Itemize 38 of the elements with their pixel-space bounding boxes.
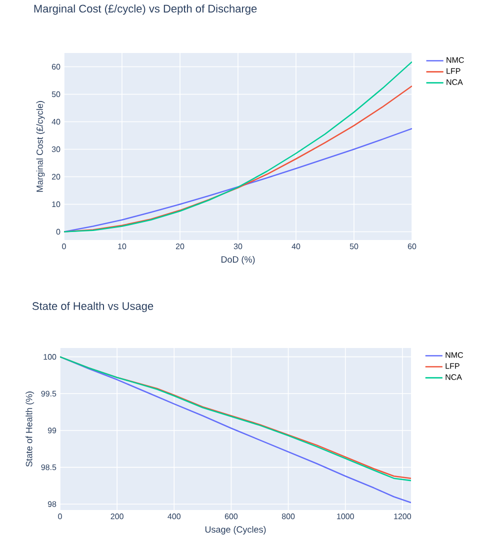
x-tick-label: 800 xyxy=(282,514,295,520)
line-series xyxy=(64,128,412,232)
legend-label: LFP xyxy=(446,363,460,369)
y-tick-label: 100 xyxy=(44,354,56,360)
x-tick-label: 50 xyxy=(350,244,358,250)
x-tick-label: 1000 xyxy=(337,514,354,520)
x-tick-label: 10 xyxy=(118,244,126,250)
y-axis-title: Marginal Cost (£/cycle) xyxy=(36,101,45,192)
y-tick-label: 0 xyxy=(56,228,60,235)
y-tick-label: 99 xyxy=(48,428,56,434)
y-tick-label: 60 xyxy=(52,64,60,70)
x-tick-label: 200 xyxy=(110,514,124,520)
legend-label: NMC xyxy=(446,57,464,63)
y-tick-label: 99.5 xyxy=(41,390,56,396)
x-tick-label: 400 xyxy=(168,514,181,520)
y-tick-label: 10 xyxy=(52,201,60,208)
chart-title: Marginal Cost (£/cycle) vs Depth of Discharge xyxy=(34,4,257,15)
x-tick-label: 60 xyxy=(408,244,416,250)
y-tick-label: 50 xyxy=(52,91,60,98)
legend-label: LFP xyxy=(446,68,460,74)
y-tick-label: 98 xyxy=(48,501,56,507)
chart-title: State of Health vs Usage xyxy=(32,302,154,312)
x-tick-label: 0 xyxy=(62,244,66,250)
y-tick-label: 20 xyxy=(52,174,60,180)
y-tick-label: 98.5 xyxy=(41,464,56,470)
legend-label: NMC xyxy=(446,352,464,358)
x-axis-title: DoD (%) xyxy=(221,256,255,264)
x-axis-title: Usage (Cycles) xyxy=(205,526,266,534)
x-tick-label: 20 xyxy=(176,244,184,250)
legend-label: NCA xyxy=(446,79,463,85)
y-axis-title: State of Health (%) xyxy=(26,392,34,467)
x-tick-label: 40 xyxy=(292,244,300,250)
x-tick-label: 30 xyxy=(234,244,242,250)
y-tick-label: 40 xyxy=(52,118,60,125)
legend-label: NCA xyxy=(446,374,462,380)
y-tick-label: 30 xyxy=(52,146,60,152)
x-tick-label: 600 xyxy=(224,514,238,520)
x-tick-label: 1200 xyxy=(394,514,412,520)
